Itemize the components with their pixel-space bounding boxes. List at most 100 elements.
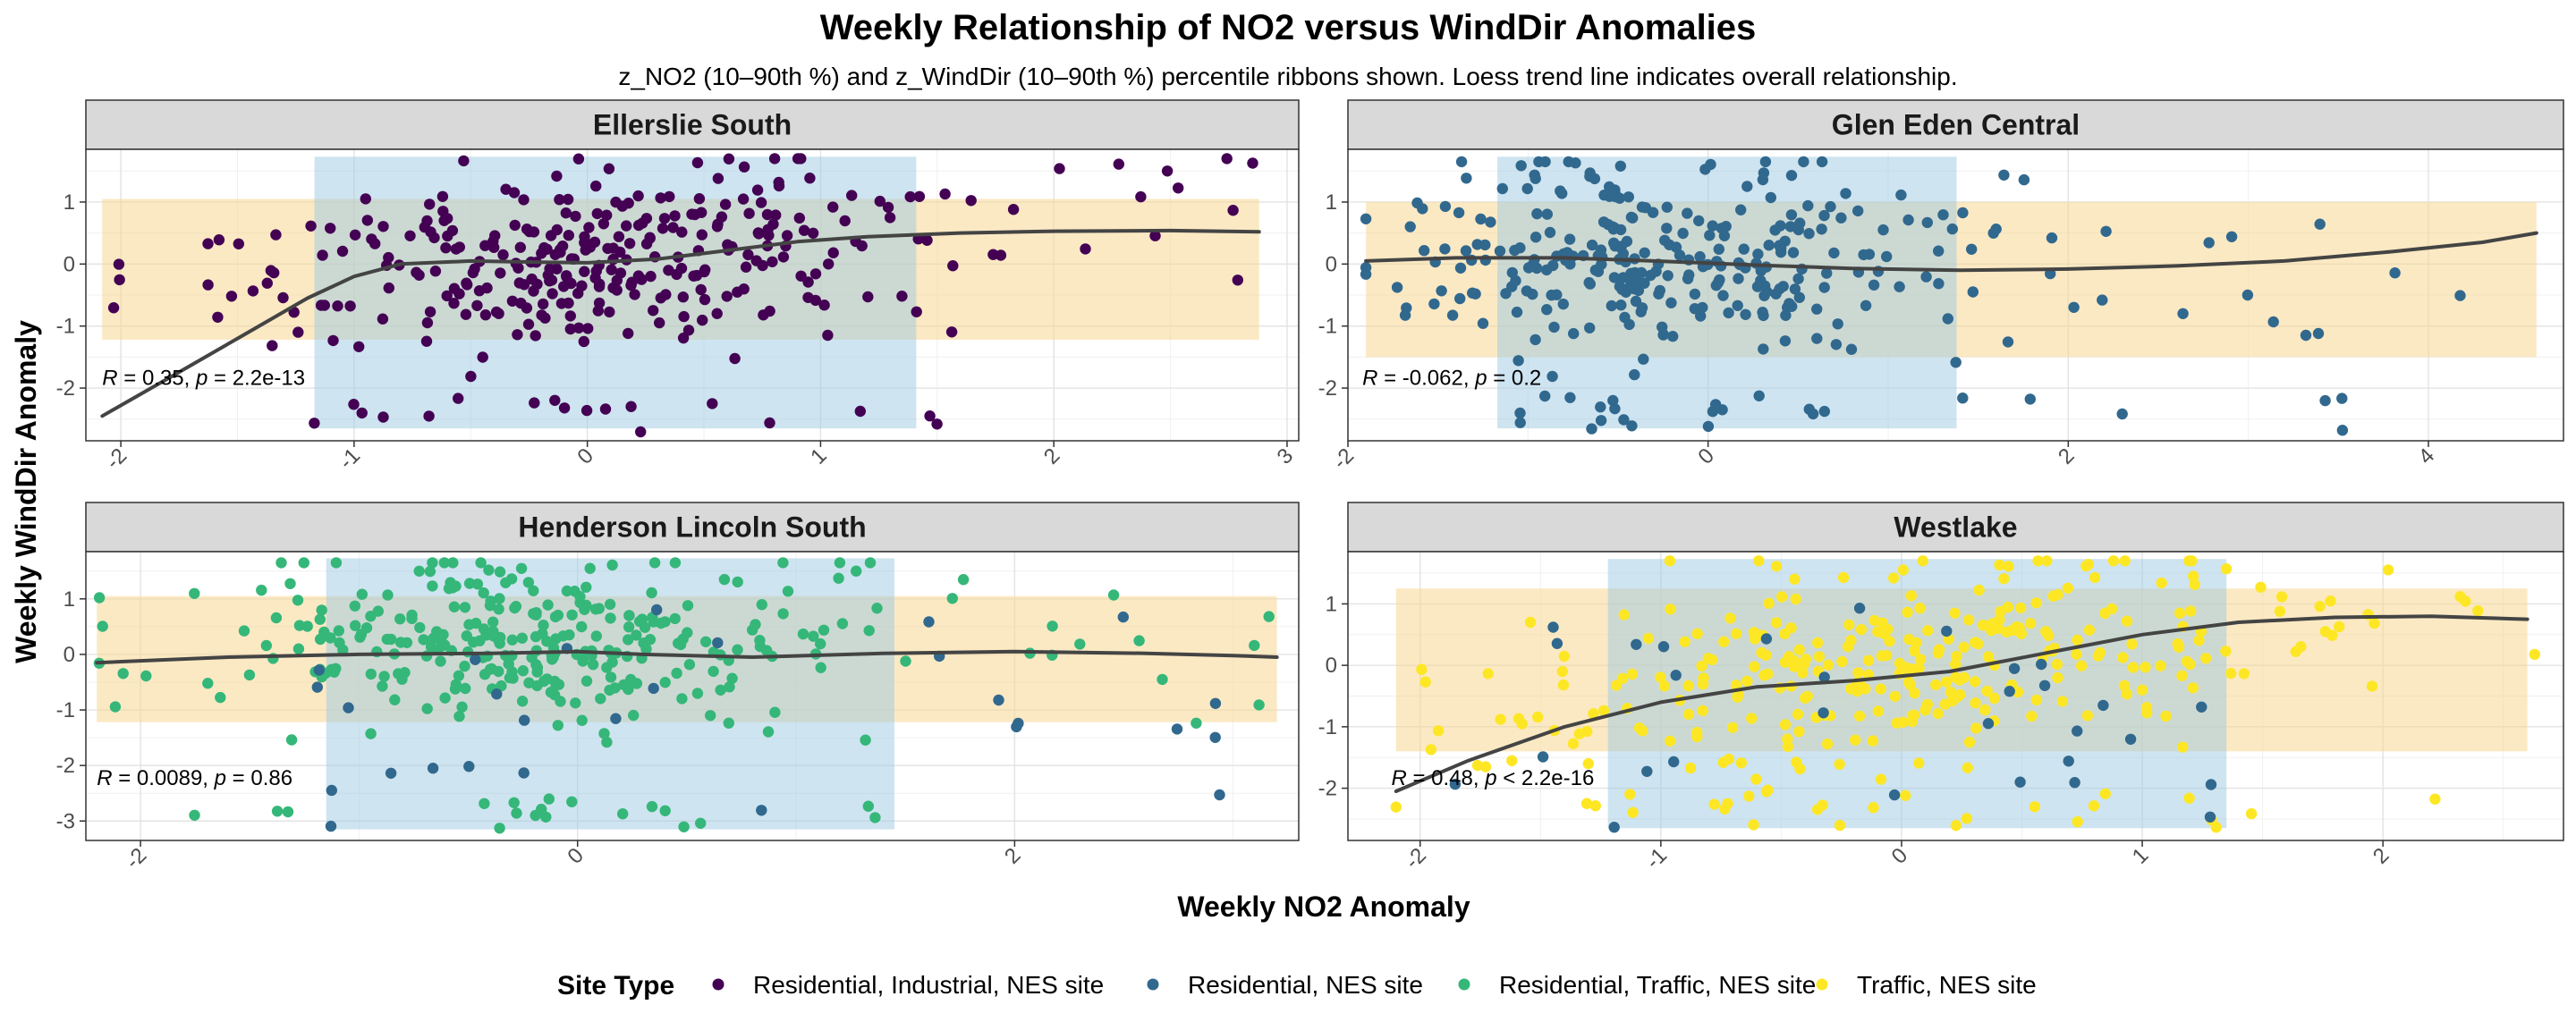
data-point xyxy=(768,153,781,165)
data-point xyxy=(2241,289,2254,301)
data-point xyxy=(1821,267,1833,279)
data-point xyxy=(518,279,530,291)
data-point xyxy=(1485,216,1496,228)
data-point xyxy=(2052,671,2063,684)
data-point xyxy=(536,309,547,321)
y-tick-label: -2 xyxy=(1318,376,1337,401)
data-point xyxy=(603,163,615,174)
data-point xyxy=(1951,650,1962,663)
data-point xyxy=(1135,190,1147,203)
data-point xyxy=(1539,390,1551,402)
data-point xyxy=(696,229,708,241)
data-point xyxy=(1708,798,1720,810)
data-point xyxy=(737,193,750,205)
data-point xyxy=(1762,668,1774,680)
data-point xyxy=(479,309,492,321)
data-point xyxy=(313,664,325,676)
data-point xyxy=(1626,668,1639,680)
data-point xyxy=(1696,660,1707,672)
data-point xyxy=(316,604,327,616)
data-point xyxy=(677,332,690,344)
data-point xyxy=(354,631,366,643)
data-point xyxy=(854,405,866,418)
data-point xyxy=(343,702,354,713)
data-point xyxy=(1623,318,1635,331)
scatter-points xyxy=(1360,156,2466,436)
data-point xyxy=(496,680,507,692)
y-tick-label: -1 xyxy=(1318,715,1337,739)
x-tick-label: 2 xyxy=(2054,443,2080,469)
data-point xyxy=(522,577,535,588)
data-point xyxy=(2072,634,2083,646)
data-point xyxy=(1173,182,1184,194)
data-point xyxy=(2300,329,2312,342)
data-point xyxy=(1631,638,1642,650)
data-point xyxy=(1891,717,1902,729)
data-point xyxy=(477,351,488,363)
data-point xyxy=(1453,207,1465,219)
data-point xyxy=(1618,609,1631,621)
data-point xyxy=(1932,707,1944,720)
data-point xyxy=(117,668,129,680)
data-point xyxy=(2203,237,2215,249)
data-point xyxy=(377,313,389,325)
data-point xyxy=(716,211,728,223)
data-point xyxy=(1937,209,1949,221)
data-point xyxy=(1428,298,1440,310)
data-point xyxy=(2429,793,2441,805)
data-point xyxy=(1950,671,1962,683)
data-point xyxy=(2099,607,2111,620)
data-point xyxy=(1958,641,1970,654)
data-point xyxy=(1624,789,1636,800)
data-point xyxy=(1404,221,1416,232)
data-point xyxy=(1617,248,1630,259)
data-point xyxy=(1888,789,1901,801)
data-point xyxy=(512,329,523,341)
data-point xyxy=(667,222,679,233)
data-point xyxy=(723,153,735,165)
data-point xyxy=(385,767,397,779)
data-point xyxy=(500,183,512,195)
data-point xyxy=(740,261,752,273)
data-point xyxy=(1618,414,1630,426)
data-point xyxy=(541,636,553,647)
data-point xyxy=(528,226,540,238)
data-point xyxy=(2063,756,2074,767)
data-point xyxy=(1682,273,1694,284)
data-point xyxy=(327,334,339,347)
data-point xyxy=(2136,684,2148,696)
data-point xyxy=(1506,755,1518,766)
data-point xyxy=(1439,200,1452,213)
data-point xyxy=(333,625,344,637)
data-point xyxy=(947,260,959,272)
data-point xyxy=(107,302,120,314)
data-point xyxy=(488,241,500,253)
data-point xyxy=(1564,392,1576,403)
data-point xyxy=(1792,273,1804,284)
data-point xyxy=(2116,408,2128,420)
data-point xyxy=(515,562,528,574)
data-point xyxy=(658,213,671,224)
data-point xyxy=(1232,274,1244,286)
data-point xyxy=(1641,765,1653,777)
data-point xyxy=(1693,215,1705,227)
data-point xyxy=(270,229,282,241)
data-point xyxy=(705,710,716,722)
data-point xyxy=(1837,571,1850,584)
data-point xyxy=(1862,654,1875,666)
data-point xyxy=(1811,333,1823,344)
data-point xyxy=(1788,661,1801,672)
data-point xyxy=(1828,247,1840,259)
data-point xyxy=(521,302,533,314)
data-point xyxy=(97,621,108,632)
data-point xyxy=(2177,308,2189,319)
data-point xyxy=(1868,802,1879,814)
data-point xyxy=(654,317,665,329)
data-point xyxy=(1954,688,1966,701)
data-point xyxy=(1709,399,1722,410)
data-point xyxy=(1221,153,1233,165)
data-point xyxy=(1551,289,1563,300)
data-point xyxy=(2336,393,2348,404)
data-point xyxy=(827,247,839,258)
data-point xyxy=(1664,555,1676,567)
